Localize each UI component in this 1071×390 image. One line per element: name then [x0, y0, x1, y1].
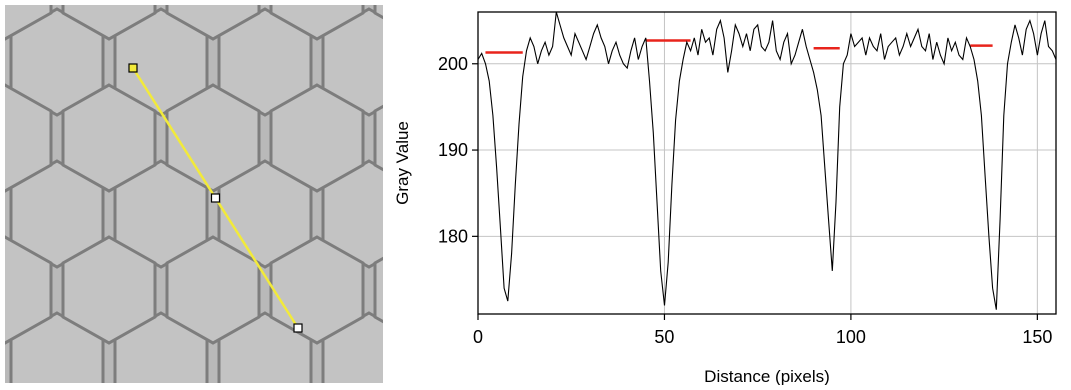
grid-lines — [478, 12, 1056, 314]
micrograph-view[interactable] — [5, 5, 383, 383]
start-handle[interactable] — [128, 63, 138, 73]
plot-frame — [477, 11, 1057, 315]
x-tick-label-3: 150 — [1022, 327, 1052, 347]
x-tick-label-2: 100 — [836, 327, 866, 347]
y-axis-label: Gray Value — [393, 121, 412, 205]
profile-plot: 0 50 100 150 180 190 200 Distance (pixels) Gra… — [390, 0, 1071, 386]
x-tick-label-1: 50 — [654, 327, 674, 347]
image-canvas[interactable] — [5, 5, 383, 383]
cell-pattern — [5, 5, 383, 383]
y-tick-label-1: 190 — [438, 140, 468, 160]
end-handle[interactable] — [293, 323, 303, 333]
mid-handle[interactable] — [210, 193, 221, 203]
profile-line — [477, 11, 1057, 310]
x-tick-label-0: 0 — [473, 327, 483, 347]
baseline-marks — [485, 39, 993, 54]
axis-ticks: 0 50 100 150 180 190 200 — [438, 54, 1052, 347]
y-tick-label-0: 180 — [438, 226, 468, 246]
profile-plot-svg: 0 50 100 150 180 190 200 Distance (pixels) Gra… — [393, 11, 1057, 386]
x-axis-label: Distance (pixels) — [704, 367, 830, 385]
y-tick-label-2: 200 — [438, 54, 468, 74]
